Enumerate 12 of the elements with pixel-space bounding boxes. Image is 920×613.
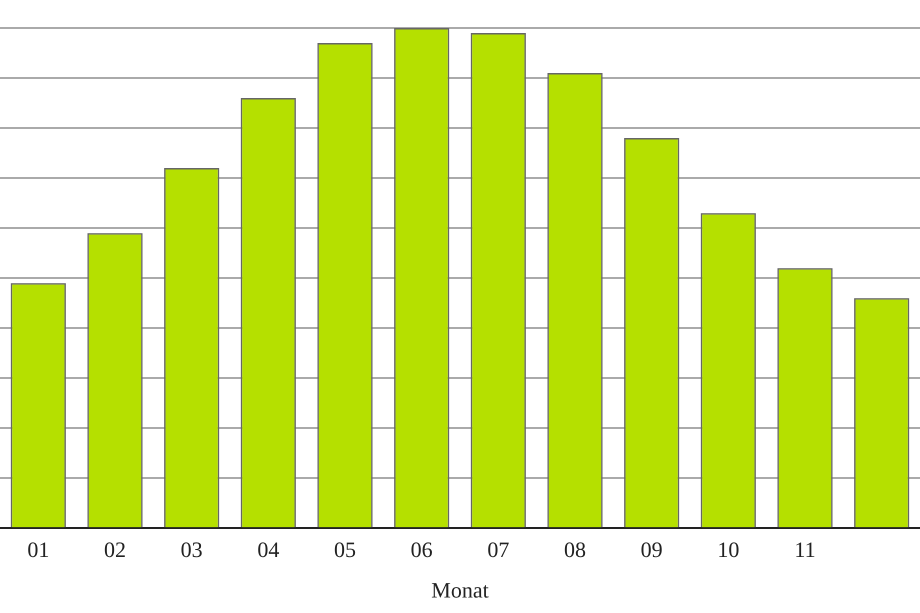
x-tick-label: 04 xyxy=(257,537,280,562)
x-tick-label: 10 xyxy=(717,537,740,562)
x-tick-label: 02 xyxy=(104,537,126,562)
x-tick-label: 05 xyxy=(334,537,356,562)
x-tick-label: 08 xyxy=(564,537,586,562)
x-tick-label: 01 xyxy=(27,537,50,562)
x-tick-label: 11 xyxy=(794,537,816,562)
x-tick-label: 03 xyxy=(180,537,203,562)
x-tick-label: 09 xyxy=(640,537,663,562)
x-tick-label: 06 xyxy=(410,537,433,562)
x-tick-label: 07 xyxy=(487,537,510,562)
x-axis-title: Monat xyxy=(431,578,489,603)
